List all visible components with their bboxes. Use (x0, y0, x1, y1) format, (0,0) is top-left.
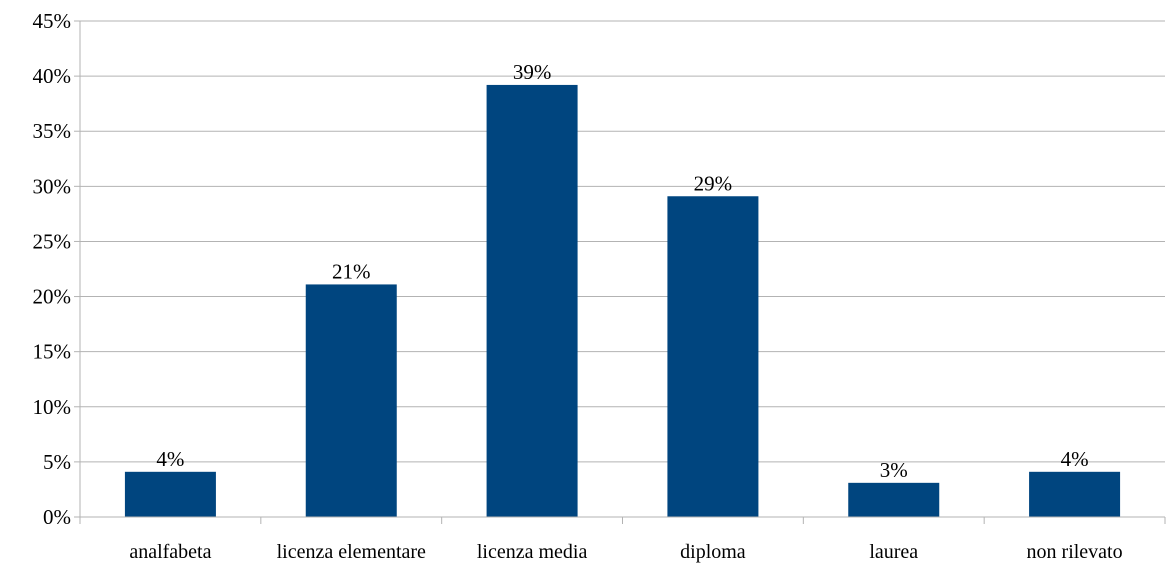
category-label: analfabeta (129, 541, 211, 563)
data-label: 3% (880, 458, 908, 482)
bar-analfabeta (124, 471, 216, 517)
data-label: 4% (1061, 447, 1089, 471)
data-label: 21% (332, 259, 371, 283)
y-tick-label: 45% (33, 9, 72, 33)
y-tick-label: 20% (33, 285, 72, 309)
data-label: 4% (156, 447, 184, 471)
y-tick-label: 25% (33, 229, 72, 253)
gridlines (80, 20, 1165, 463)
data-label: 39% (513, 60, 552, 84)
bar-diploma (667, 196, 759, 517)
category-label: licenza elementare (277, 541, 426, 563)
category-label: licenza media (477, 541, 588, 563)
y-tick-label: 5% (43, 450, 71, 474)
bar-licenza-media (486, 84, 578, 517)
data-label: 29% (694, 171, 733, 195)
labels: 0% 5% 10% 15% 20% 25% 30% 35% 40% 45% 4% analfabeta… (33, 9, 1123, 563)
y-tick-label: 10% (33, 395, 72, 419)
y-tick-label: 40% (33, 64, 72, 88)
category-label: laurea (869, 541, 918, 563)
y-tick-label: 15% (33, 340, 72, 364)
bar-licenza-elementare (305, 284, 397, 517)
y-tick-label: 35% (33, 119, 72, 143)
axes (74, 20, 1166, 524)
y-tick-label: 30% (33, 174, 72, 198)
bar-laurea (848, 482, 940, 517)
y-tick-label: 0% (43, 505, 71, 529)
category-label: diploma (680, 541, 746, 563)
category-label: non rilevato (1027, 541, 1123, 563)
bar-non-rilevato (1029, 471, 1121, 517)
bars (124, 84, 1121, 517)
